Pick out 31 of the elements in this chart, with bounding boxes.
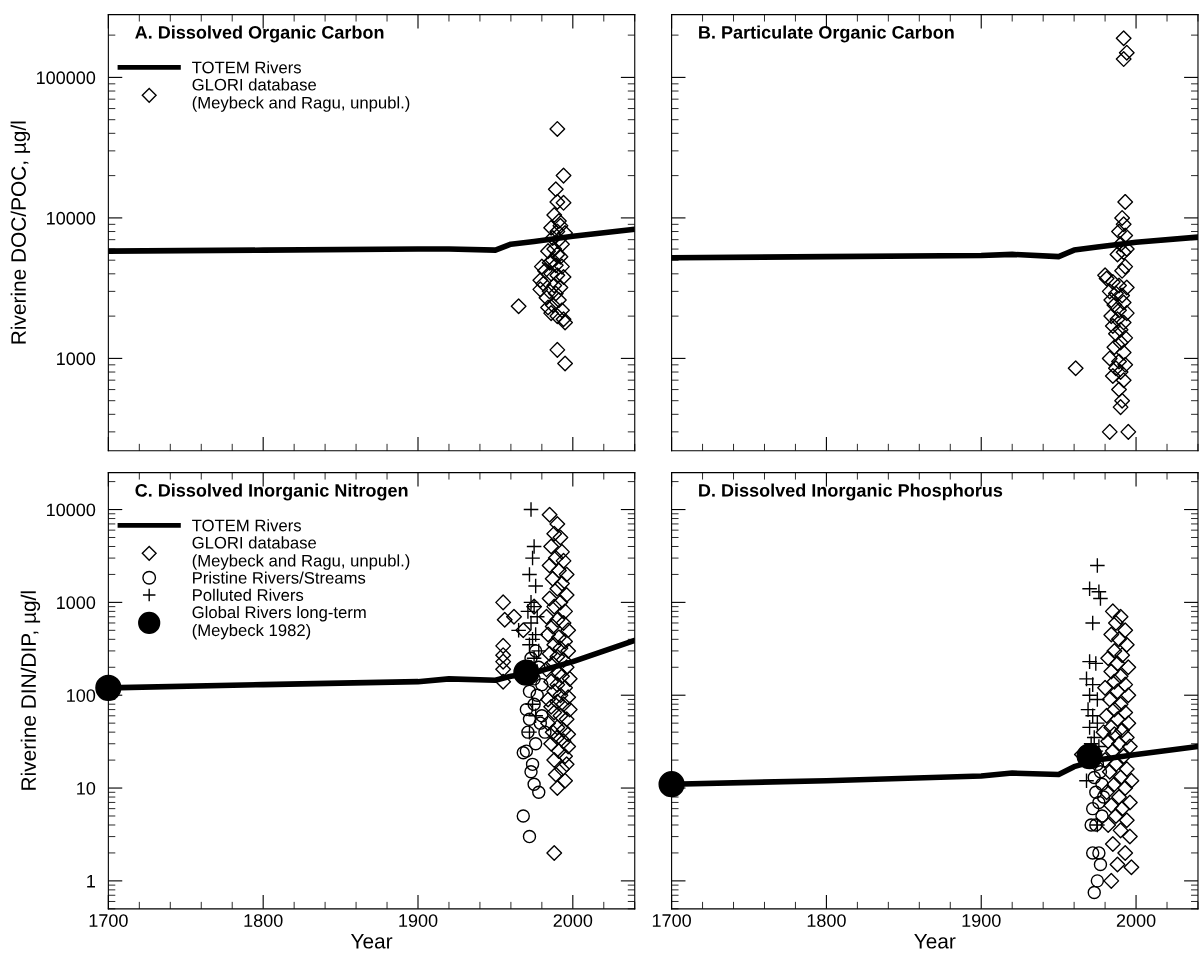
x-tick-label: 2000: [553, 914, 593, 927]
x-tick-label: 1900: [399, 914, 438, 927]
legend-label: GLORI database (Meybeck and Ragu, unpubl.): [192, 536, 410, 570]
x-tick-label: 1900: [962, 914, 1001, 927]
y-axis-title: Riverine DOC/POC, µg/l: [10, 121, 31, 344]
legend-label: Polluted Rivers: [193, 588, 304, 601]
legend-label: TOTEM Rivers: [192, 519, 301, 532]
legend-label: Pristine Rivers/Streams: [193, 571, 366, 584]
y-tick-label: 10: [77, 781, 96, 795]
y-tick-label: 1000: [57, 596, 96, 610]
text: B. Particulate Organic Carbon: [699, 25, 954, 43]
legend-label: Global Rivers long-term (Meybeck 1982): [192, 605, 366, 640]
legend-label: GLORI database (Meybeck and Ragu, unpubl.): [192, 78, 410, 112]
x-tick-label: 1800: [244, 914, 283, 927]
x-tick-label: 2000: [1116, 914, 1156, 927]
x-axis-title: Year: [914, 934, 956, 949]
y-tick-label: 10000: [47, 503, 96, 517]
y-tick-label: 100000: [36, 71, 96, 85]
text: C. Dissolved Inorganic Nitrogen: [135, 483, 408, 501]
x-tick-label: 1700: [652, 914, 691, 927]
y-tick-label: 1000: [57, 352, 96, 366]
y-tick-label: 100: [67, 689, 96, 702]
text: D. Dissolved Inorganic Phosphorus: [699, 483, 1003, 501]
y-tick-label: 1: [87, 875, 95, 888]
x-tick-label: 1800: [807, 914, 846, 927]
y-axis-title: Riverine DIN/DIP, µg/l: [20, 591, 41, 790]
legend-label: TOTEM Rivers: [192, 61, 301, 74]
y-tick-label: 10000: [47, 211, 96, 225]
text: A. Dissolved Organic Carbon: [135, 25, 384, 43]
x-axis-title: Year: [350, 934, 393, 949]
x-tick-label: 1700: [89, 914, 128, 927]
